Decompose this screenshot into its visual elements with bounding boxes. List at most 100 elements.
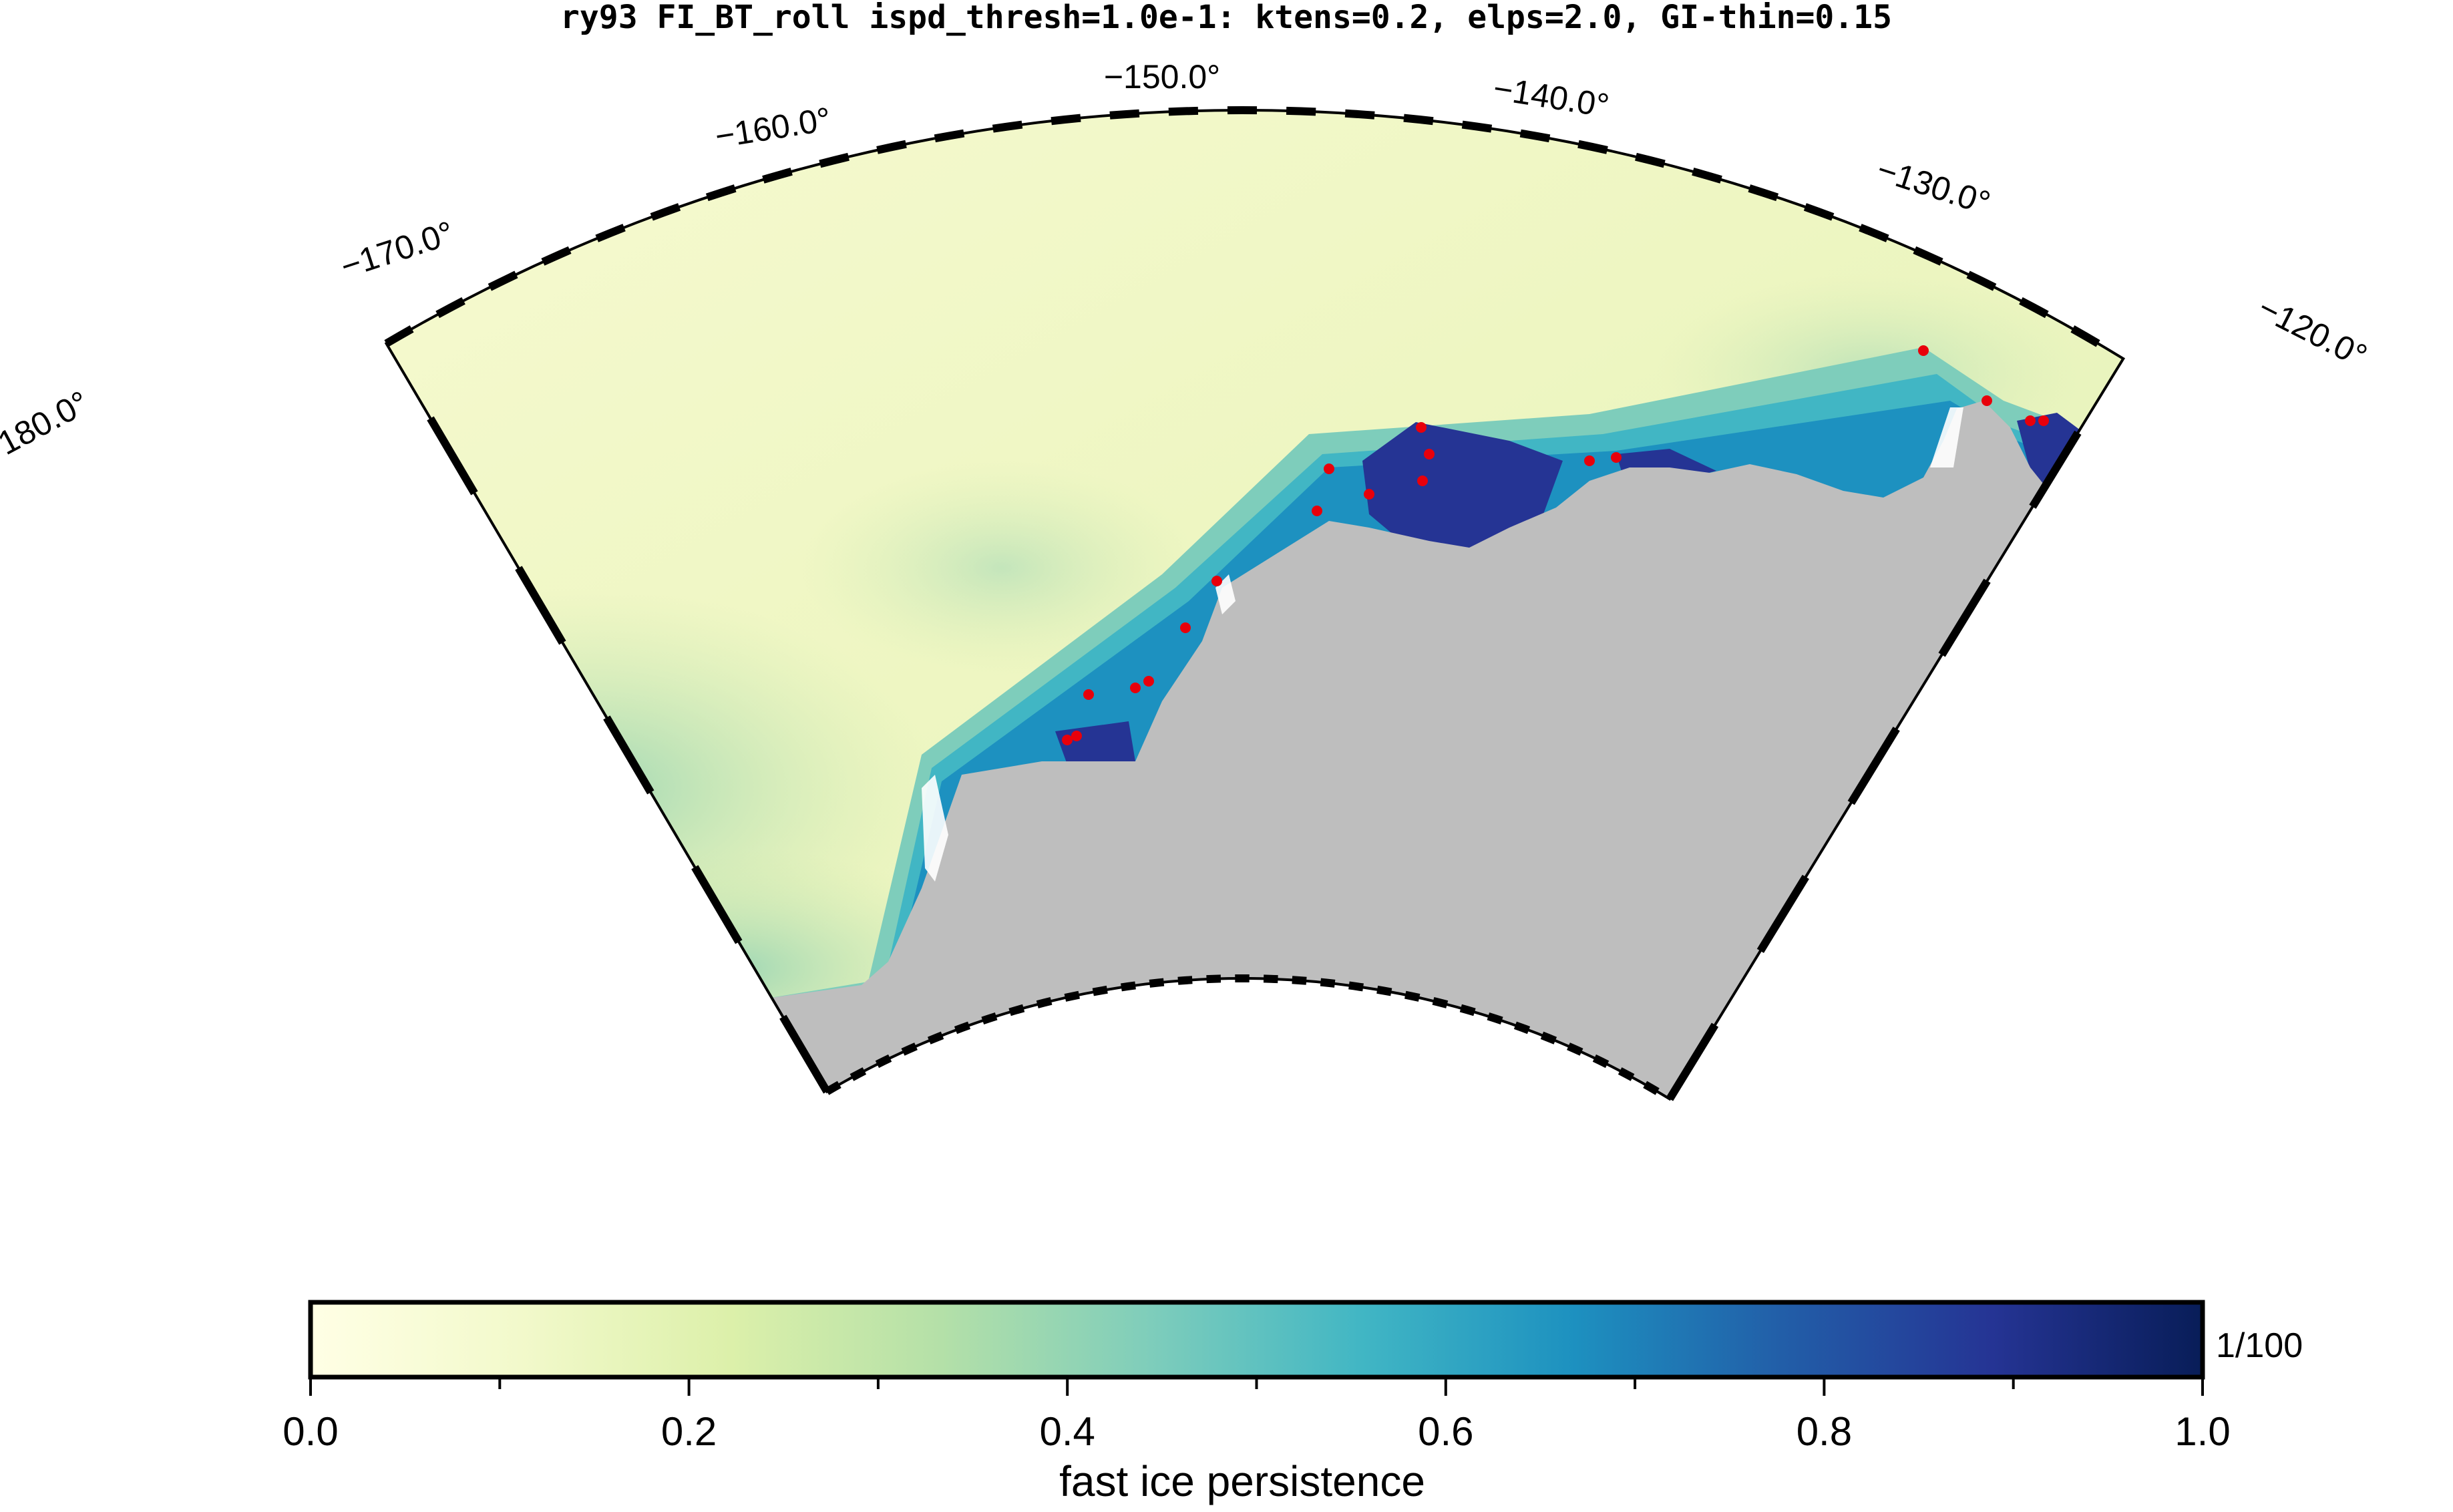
frame-segment (384, 325, 414, 347)
colorbar-tick-label: 0.4 (1039, 1409, 1095, 1454)
frame-segment (541, 246, 572, 266)
frame-segment (1748, 184, 1779, 202)
frame-segment (1051, 114, 1081, 126)
frame-segment (875, 1054, 892, 1069)
frame-segment (1320, 978, 1336, 988)
grounded-iceberg-marker (1584, 455, 1595, 466)
map-title: ry93 FI_BT_roll ispd_thresh=1.0e-1: kten… (560, 0, 1892, 36)
lon-label-130: −130.0° (1873, 150, 1995, 222)
frame-segment (1109, 109, 1140, 120)
frame-segment (691, 865, 743, 944)
frame-segment (992, 120, 1023, 133)
frame-segment (1666, 1022, 1719, 1101)
frame-segment (1540, 1031, 1557, 1045)
map-frame-ticks (384, 106, 2100, 1101)
frame-segment (2029, 430, 2082, 509)
frame-segment (1403, 114, 1434, 126)
colorbar-ticks (309, 1377, 2204, 1396)
frame-segment (1618, 1067, 1635, 1081)
frame-segment (705, 184, 737, 202)
frame-segment (1643, 1081, 1660, 1095)
grounded-iceberg-marker (1364, 489, 1374, 500)
frame-segment (1263, 974, 1278, 984)
frame-segment (981, 1012, 998, 1024)
frame-segment (2019, 297, 2049, 319)
frame-segment (876, 140, 907, 154)
colorbar-tick-label: 0.6 (1418, 1409, 1473, 1454)
lon-label-160: −160.0° (713, 100, 833, 156)
frame-segment (515, 566, 566, 645)
frame-segment (488, 270, 518, 291)
frame-segment (1756, 874, 1809, 953)
fast-ice-patch-a (1362, 422, 1563, 551)
frame-segment (1513, 1021, 1531, 1034)
frame-segment (1064, 990, 1080, 1002)
frame-segment (1938, 578, 1991, 657)
frame-segment (819, 152, 850, 168)
frame-segment (1459, 1004, 1476, 1016)
grounded-iceberg-marker (1424, 449, 1435, 459)
grounded-iceberg-marker (1211, 576, 1222, 586)
colorbar-tick-label: 0.8 (1797, 1409, 1852, 1454)
frame-segment (2070, 325, 2100, 347)
frame-segment (427, 416, 478, 496)
colorbar-annotation: 1/100 (2216, 1326, 2303, 1365)
frame-segment (1286, 106, 1316, 116)
grounded-iceberg-marker (1062, 735, 1073, 745)
grounded-iceberg-marker (1071, 731, 1082, 741)
frame-segment (1461, 120, 1493, 133)
frame-segment (762, 168, 793, 184)
frame-segment (779, 1014, 831, 1094)
colorbar-label: fast ice persistence (1059, 1457, 1425, 1505)
frame-segment (650, 203, 681, 221)
frame-segment (435, 297, 465, 319)
fast-ice-patch-d (2204, 594, 2297, 668)
frame-segment (603, 715, 654, 795)
frame-segment (1121, 981, 1136, 992)
grounded-iceberg-marker (1611, 452, 1622, 463)
frame-segment (1036, 997, 1053, 1008)
frame-segment (1577, 140, 1608, 154)
frame-segment (595, 224, 626, 242)
frame-segment (1966, 270, 1997, 291)
frame-segment (934, 129, 965, 143)
frame-segment (1149, 978, 1165, 988)
lon-label-140: −140.0° (1491, 69, 1612, 125)
frame-segment (1376, 985, 1392, 996)
grounded-iceberg-marker (1416, 422, 1427, 433)
frame-segment (927, 1031, 944, 1045)
grounded-iceberg-markers (1062, 345, 2209, 745)
colorbar-gradient (308, 1300, 2205, 1380)
grounded-iceberg-marker (1324, 463, 1334, 474)
frame-segment (1168, 106, 1199, 116)
grounded-iceberg-marker (1982, 395, 1992, 406)
colorbar: 1/100 0.0 0.2 0.4 0.6 0.8 1.0 fast ice p… (282, 1300, 2303, 1505)
frame-segment (1404, 990, 1421, 1002)
frame-segment (1432, 997, 1449, 1008)
colorbar-tick-label: 1.0 (2175, 1409, 2230, 1454)
grounded-iceberg-marker (1918, 345, 1929, 356)
grounded-iceberg-marker (1312, 506, 1322, 516)
lon-label-170: −170.0° (336, 214, 458, 285)
grounded-iceberg-marker (2025, 415, 2036, 426)
frame-segment (1913, 246, 1943, 266)
frame-segment (1635, 152, 1666, 168)
colorbar-tick-label: 0.2 (661, 1409, 717, 1454)
colorbar-tick-label: 0.0 (282, 1409, 338, 1454)
grounded-iceberg-marker (1083, 689, 1094, 700)
grounded-iceberg-marker (2199, 572, 2209, 583)
lon-label-120: −120.0° (2252, 289, 2373, 375)
frame-segment (1344, 109, 1375, 120)
frame-segment (1487, 1012, 1503, 1024)
grounded-iceberg-marker (1417, 476, 1428, 486)
frame-segment (1567, 1043, 1583, 1056)
frame-segment (954, 1021, 971, 1034)
grounded-iceberg-marker (1180, 622, 1191, 633)
frame-segment (1847, 727, 1900, 805)
frame-segment (850, 1067, 867, 1081)
frame-segment (1206, 974, 1221, 984)
frame-segment (1592, 1054, 1610, 1069)
lon-label-150: −150.0° (1104, 58, 1220, 96)
frame-segment (1092, 985, 1108, 996)
